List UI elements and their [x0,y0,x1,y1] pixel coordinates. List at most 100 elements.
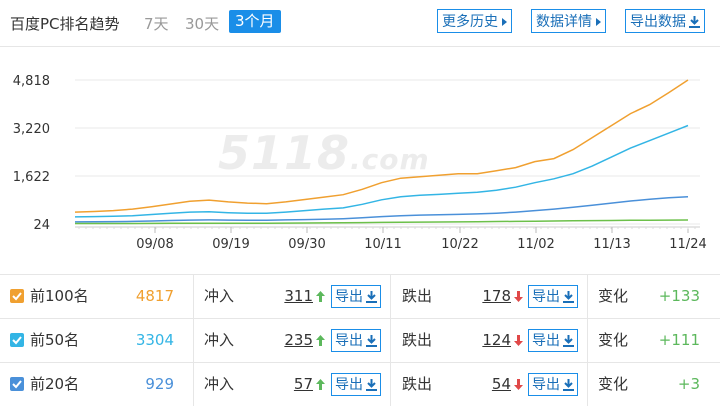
change-value: +133 [658,287,700,305]
fall-count-link[interactable]: 54 [491,375,511,393]
download-icon [563,291,574,303]
series-line-2 [74,196,689,223]
fall-value-group: 178 [482,275,523,318]
divider [193,275,194,318]
divider [390,363,391,406]
caret-right-icon [502,18,507,26]
x-tick-label: 11/24 [669,237,706,252]
range-tab-30d[interactable]: 30天 [185,15,220,33]
range-tab-3m[interactable]: 3个月 [229,10,281,33]
more-history-button[interactable]: 更多历史 [437,9,512,33]
arrow-up-icon [316,291,325,302]
rank-label: 前50名 [30,331,80,349]
divider [390,319,391,362]
series-line-1 [74,124,689,218]
rise-value-group: 235 [284,319,325,362]
series-checkbox[interactable] [10,289,24,303]
download-icon [366,379,377,391]
export-label: 导出 [532,333,560,349]
trend-chart: 24 1,622 3,220 4,818 09/08 09/19 09/30 10/11 10/… [13,74,707,252]
fall-label: 跌出 [402,287,433,305]
divider [193,319,194,362]
export-fall-button[interactable]: 导出 [528,373,578,396]
export-rise-button[interactable]: 导出 [331,373,381,396]
arrow-down-icon [514,291,523,302]
rank-label: 前100名 [30,287,89,305]
download-icon [563,335,574,347]
download-icon [563,379,574,391]
fall-count-link[interactable]: 124 [482,331,511,349]
export-data-label: 导出数据 [630,14,686,30]
x-tick-label: 09/30 [288,237,325,252]
change-label: 变化 [598,331,629,349]
rise-count-link[interactable]: 235 [284,331,313,349]
series-line-0 [74,79,689,213]
rank-count: 3304 [135,331,174,349]
table-row: 前100名 4817 冲入 311 导出 跌出 178 导出 变化 +133 [0,274,720,318]
rank-count: 929 [145,375,174,393]
caret-right-icon [596,18,601,26]
rise-label: 冲入 [204,287,235,305]
more-history-label: 更多历史 [442,14,498,30]
fall-value-group: 54 [492,363,523,406]
export-data-button[interactable]: 导出数据 [625,9,705,33]
header: 百度PC排名趋势 7天 30天 3个月 更多历史 数据详情 导出数据 [0,0,720,47]
rank-count: 4817 [135,287,174,305]
arrow-up-icon [316,379,325,390]
divider [587,363,588,406]
series-line-3 [75,219,689,225]
divider [390,275,391,318]
y-tick-label: 1,622 [13,170,50,185]
arrow-up-icon [316,335,325,346]
rise-count-link[interactable]: 57 [293,375,313,393]
x-tick-label: 09/08 [136,237,173,252]
fall-label: 跌出 [402,331,433,349]
rise-label: 冲入 [204,375,235,393]
download-icon [366,291,377,303]
check-icon [12,380,22,389]
export-label: 导出 [335,333,363,349]
download-icon [366,335,377,347]
rise-value-group: 57 [294,363,325,406]
table-row: 前20名 929 冲入 57 导出 跌出 54 导出 变化 +3 [0,362,720,406]
data-details-label: 数据详情 [536,14,592,30]
rise-value-group: 311 [284,275,325,318]
export-label: 导出 [335,377,363,393]
export-rise-button[interactable]: 导出 [331,285,381,308]
export-fall-button[interactable]: 导出 [528,285,578,308]
watermark-domain: .com [350,143,430,176]
fall-value-group: 124 [482,319,523,362]
x-tick-label: 11/02 [517,237,554,252]
watermark-text: 5118 [218,126,351,180]
page-title: 百度PC排名趋势 [10,15,120,33]
change-label: 变化 [598,375,629,393]
divider [193,363,194,406]
divider [587,275,588,318]
check-icon [12,292,22,301]
table-row: 前50名 3304 冲入 235 导出 跌出 124 导出 变化 +111 [0,318,720,362]
range-tab-7d[interactable]: 7天 [144,15,169,33]
export-rise-button[interactable]: 导出 [331,329,381,352]
data-details-button[interactable]: 数据详情 [531,9,606,33]
arrow-down-icon [514,379,523,390]
x-tick-label: 10/22 [441,237,478,252]
fall-count-link[interactable]: 178 [482,287,511,305]
series-checkbox[interactable] [10,377,24,391]
export-label: 导出 [532,377,560,393]
rise-count-link[interactable]: 311 [284,287,313,305]
watermark-logo: 5118.com [218,126,430,180]
export-label: 导出 [335,289,363,305]
rise-label: 冲入 [204,331,235,349]
series-checkbox[interactable] [10,333,24,347]
x-tick-label: 09/19 [212,237,249,252]
change-label: 变化 [598,287,629,305]
download-icon [689,16,700,28]
arrow-down-icon [514,335,523,346]
export-fall-button[interactable]: 导出 [528,329,578,352]
export-label: 导出 [532,289,560,305]
y-tick-label: 4,818 [13,74,50,89]
check-icon [12,336,22,345]
x-tick-label: 10/11 [364,237,401,252]
divider [587,319,588,362]
y-tick-label: 3,220 [13,122,50,137]
